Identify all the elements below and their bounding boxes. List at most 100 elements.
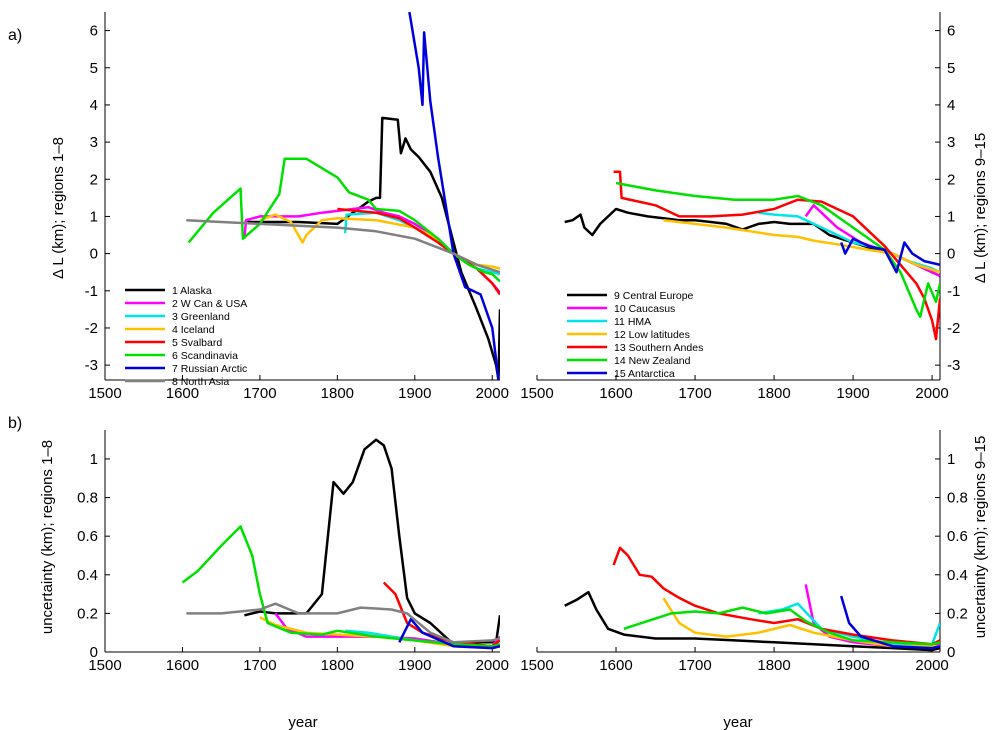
y-tick-label: 4	[947, 97, 955, 114]
legend-label: 5 Svalbard	[172, 337, 222, 349]
y-tick-label: 3	[90, 134, 98, 151]
y-tick-label: -3	[85, 357, 98, 374]
series-line-12	[663, 218, 940, 274]
legend-label: 4 Iceland	[172, 324, 215, 336]
y-tick-label: 0.2	[947, 605, 968, 622]
y-tick-label: 0.4	[947, 567, 968, 584]
panel-a-left-ylabel: Δ L (km); regions 1–8	[50, 137, 67, 279]
y-tick-label: -1	[85, 283, 98, 300]
x-tick-label: 1700	[678, 385, 711, 402]
y-tick-label: 0	[947, 246, 955, 263]
y-tick-label: 0.8	[77, 490, 98, 507]
series-line-1	[244, 438, 500, 646]
series-line-9	[564, 590, 940, 652]
legend-label: 7 Russian Arctic	[172, 363, 247, 375]
x-tick-label: 1900	[836, 657, 869, 674]
y-tick-label: -3	[947, 357, 960, 374]
y-tick-label: 0.8	[947, 490, 968, 507]
y-tick-label: 6	[947, 23, 955, 40]
series-line-7	[398, 617, 500, 650]
series-line-5	[337, 207, 500, 296]
panel-b-right-ylabel: uncertainty (km); regions 9–15	[972, 436, 989, 639]
x-tick-label: 1500	[88, 657, 121, 674]
x-tick-label: 2000	[476, 385, 509, 402]
y-tick-label: 4	[90, 97, 98, 114]
x-tick-label: 1800	[321, 385, 354, 402]
x-tick-label: 1500	[520, 385, 553, 402]
x-tick-label: 1900	[398, 657, 431, 674]
series-line-14	[615, 181, 940, 319]
x-tick-label: 1600	[599, 385, 632, 402]
legend-label: 8 North Asia	[172, 376, 229, 388]
panel-a-label: a)	[8, 27, 22, 44]
plot-a-left: 1500 1600 1700 1800 1900 2000 -3 -2 -1 0 1 2 3 4 5 6 1 A…	[85, 12, 509, 402]
panel-b-label: b)	[8, 415, 22, 432]
panel-b-left-xlabel: year	[288, 714, 317, 730]
plot-b-left: 1500 1600 1700 1800 1900 2000 0 0.2 0.4 0.6 0.8 1	[77, 430, 509, 674]
series-line-15	[840, 237, 940, 274]
legend-label: 14 New Zealand	[614, 355, 691, 367]
panel-b-left-ylabel: uncertainty (km); regions 1–8	[39, 440, 56, 634]
y-tick-label: 3	[947, 134, 955, 151]
legend-label: 6 Scandinavia	[172, 350, 238, 362]
series-line-13	[612, 546, 940, 646]
y-tick-label: 1	[90, 208, 98, 225]
series-line-6	[187, 157, 500, 283]
legend-label: 11 HMA	[614, 316, 651, 328]
y-tick-label: 0	[90, 644, 98, 661]
x-tick-label: 1700	[243, 657, 276, 674]
y-tick-label: 1	[947, 451, 955, 468]
x-tick-label: 1700	[243, 385, 276, 402]
x-tick-label: 1500	[520, 657, 553, 674]
y-tick-label: 6	[90, 23, 98, 40]
y-tick-label: 5	[90, 60, 98, 77]
legend-label: 1 Alaska	[172, 285, 212, 297]
x-tick-label: 1600	[599, 657, 632, 674]
y-tick-label: 0.4	[77, 567, 98, 584]
series-line-1	[244, 116, 500, 380]
x-tick-label: 1600	[166, 657, 199, 674]
y-tick-label: 0	[947, 644, 955, 661]
x-tick-label: 1600	[166, 385, 199, 402]
x-tick-label: 2000	[915, 657, 948, 674]
legend-label: 2 W Can & USA	[172, 298, 247, 310]
y-tick-label: 2	[90, 171, 98, 188]
y-tick-label: -2	[85, 320, 98, 337]
series-line-8	[186, 218, 500, 274]
x-tick-label: 2000	[915, 385, 948, 402]
series-line-15	[840, 595, 940, 650]
x-tick-label: 1800	[757, 657, 790, 674]
x-tick-label: 1800	[757, 385, 790, 402]
y-tick-label: 0.2	[77, 605, 98, 622]
series-line-7	[408, 12, 500, 380]
y-tick-label: 2	[947, 171, 955, 188]
series-line-12	[662, 597, 940, 648]
series-line-8	[186, 602, 500, 644]
x-tick-label: 1900	[836, 385, 869, 402]
x-tick-label: 1800	[321, 657, 354, 674]
panel-a-right-ylabel: Δ L (km); regions 9–15	[972, 133, 989, 283]
legend-label: 3 Greenland	[172, 311, 230, 323]
series-line-9	[564, 207, 940, 278]
y-tick-label: -2	[947, 320, 960, 337]
legend-label: 15 Antarctica	[614, 368, 675, 380]
x-tick-label: 1900	[398, 385, 431, 402]
series-line-6	[181, 525, 500, 648]
legend-label: 13 Southern Andes	[614, 342, 703, 354]
y-tick-label: 1	[947, 208, 955, 225]
y-tick-label: 5	[947, 60, 955, 77]
y-tick-label: 0	[90, 246, 98, 263]
y-tick-label: 1	[90, 451, 98, 468]
series-line-14	[623, 606, 940, 646]
x-tick-label: 1700	[678, 657, 711, 674]
plot-a-right: 1500 1600 1700 1800 1900 2000 -3 -2 -1 0 1 2 3 4 5 6 9 C…	[520, 12, 960, 402]
legend-label: 12 Low latitudes	[614, 329, 690, 341]
y-tick-label: 0.6	[947, 528, 968, 545]
legend-label: 9 Central Europe	[614, 290, 694, 302]
x-tick-label: 1500	[88, 385, 121, 402]
y-tick-label: -1	[947, 283, 960, 300]
x-tick-label: 2000	[476, 657, 509, 674]
